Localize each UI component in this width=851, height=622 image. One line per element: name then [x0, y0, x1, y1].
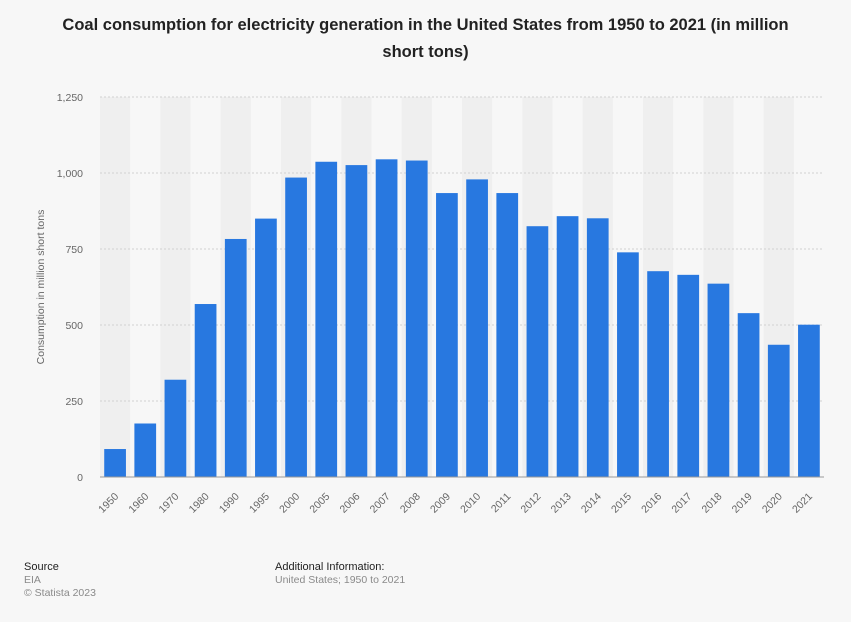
y-axis-label: Consumption in million short tons — [35, 210, 47, 365]
x-tick-label: 2014 — [579, 491, 604, 516]
x-tick-label: 2011 — [489, 491, 514, 516]
chart-title: Coal consumption for electricity generat… — [62, 16, 789, 61]
additional-info-value: United States; 1950 to 2021 — [275, 574, 406, 586]
source-block: Source EIA © Statista 2023 — [24, 561, 96, 600]
bar[interactable] — [436, 193, 458, 477]
x-tick-label: 2020 — [760, 491, 785, 516]
bar[interactable] — [194, 304, 217, 477]
x-tick-label: 2007 — [368, 491, 393, 516]
x-tick-label: 1995 — [247, 491, 272, 516]
x-tick-label: 2000 — [277, 491, 302, 516]
additional-info-label: Additional Information: — [275, 561, 385, 573]
x-tick-label: 2019 — [730, 491, 755, 516]
bar[interactable] — [405, 160, 428, 477]
y-tick-label: 1,000 — [57, 168, 83, 180]
bar[interactable] — [375, 159, 398, 477]
bar[interactable] — [466, 179, 488, 477]
bar[interactable] — [767, 344, 790, 477]
bar[interactable] — [617, 252, 639, 477]
bar[interactable] — [586, 218, 609, 477]
x-tick-label: 2012 — [519, 491, 544, 516]
bar[interactable] — [224, 238, 247, 477]
bar[interactable] — [647, 271, 669, 477]
x-tick-label: 2015 — [609, 491, 634, 516]
bar[interactable] — [285, 177, 307, 477]
bar[interactable] — [526, 226, 549, 477]
y-tick-label: 250 — [65, 396, 83, 408]
bar[interactable] — [315, 161, 338, 477]
x-tick-label: 2010 — [458, 491, 483, 516]
bar[interactable] — [737, 313, 760, 477]
x-tick-label: 2021 — [790, 491, 815, 516]
y-tick-label: 1,250 — [57, 92, 83, 104]
x-tick-label: 2008 — [398, 491, 423, 516]
bar[interactable] — [255, 218, 277, 477]
x-tick-label: 2005 — [307, 491, 332, 516]
bar[interactable] — [677, 274, 700, 477]
x-tick-label: 2017 — [669, 491, 694, 516]
x-tick-label: 2013 — [549, 491, 574, 516]
copyright-text: © Statista 2023 — [24, 587, 96, 599]
bar[interactable] — [134, 423, 157, 477]
y-tick-label: 500 — [65, 320, 83, 332]
background-band — [100, 97, 131, 477]
bar[interactable] — [707, 283, 730, 477]
x-tick-label: 2006 — [338, 491, 363, 516]
bar[interactable] — [556, 216, 579, 477]
y-tick-label: 0 — [77, 472, 83, 484]
x-tick-label: 2016 — [639, 491, 664, 516]
x-tick-label: 1990 — [217, 491, 242, 516]
source-label: Source — [24, 561, 59, 573]
x-tick-label: 2009 — [428, 491, 453, 516]
bar-chart: 0 250 500 750 1,000 1,250 1950 1960 1970 1980 1990… — [35, 92, 824, 516]
x-tick-label: 2018 — [700, 491, 725, 516]
bar[interactable] — [104, 449, 126, 477]
y-tick-label: 750 — [65, 244, 83, 256]
bar[interactable] — [798, 324, 820, 477]
x-tick-label: 1950 — [96, 491, 121, 516]
additional-info-block: Additional Information: United States; 1… — [275, 561, 405, 587]
bar[interactable] — [345, 165, 368, 477]
bar[interactable] — [496, 193, 519, 477]
x-tick-label: 1960 — [126, 491, 151, 516]
bar[interactable] — [164, 379, 187, 477]
source-value: EIA — [24, 574, 41, 586]
x-tick-label: 1980 — [187, 491, 212, 516]
x-tick-label: 1970 — [157, 491, 182, 516]
